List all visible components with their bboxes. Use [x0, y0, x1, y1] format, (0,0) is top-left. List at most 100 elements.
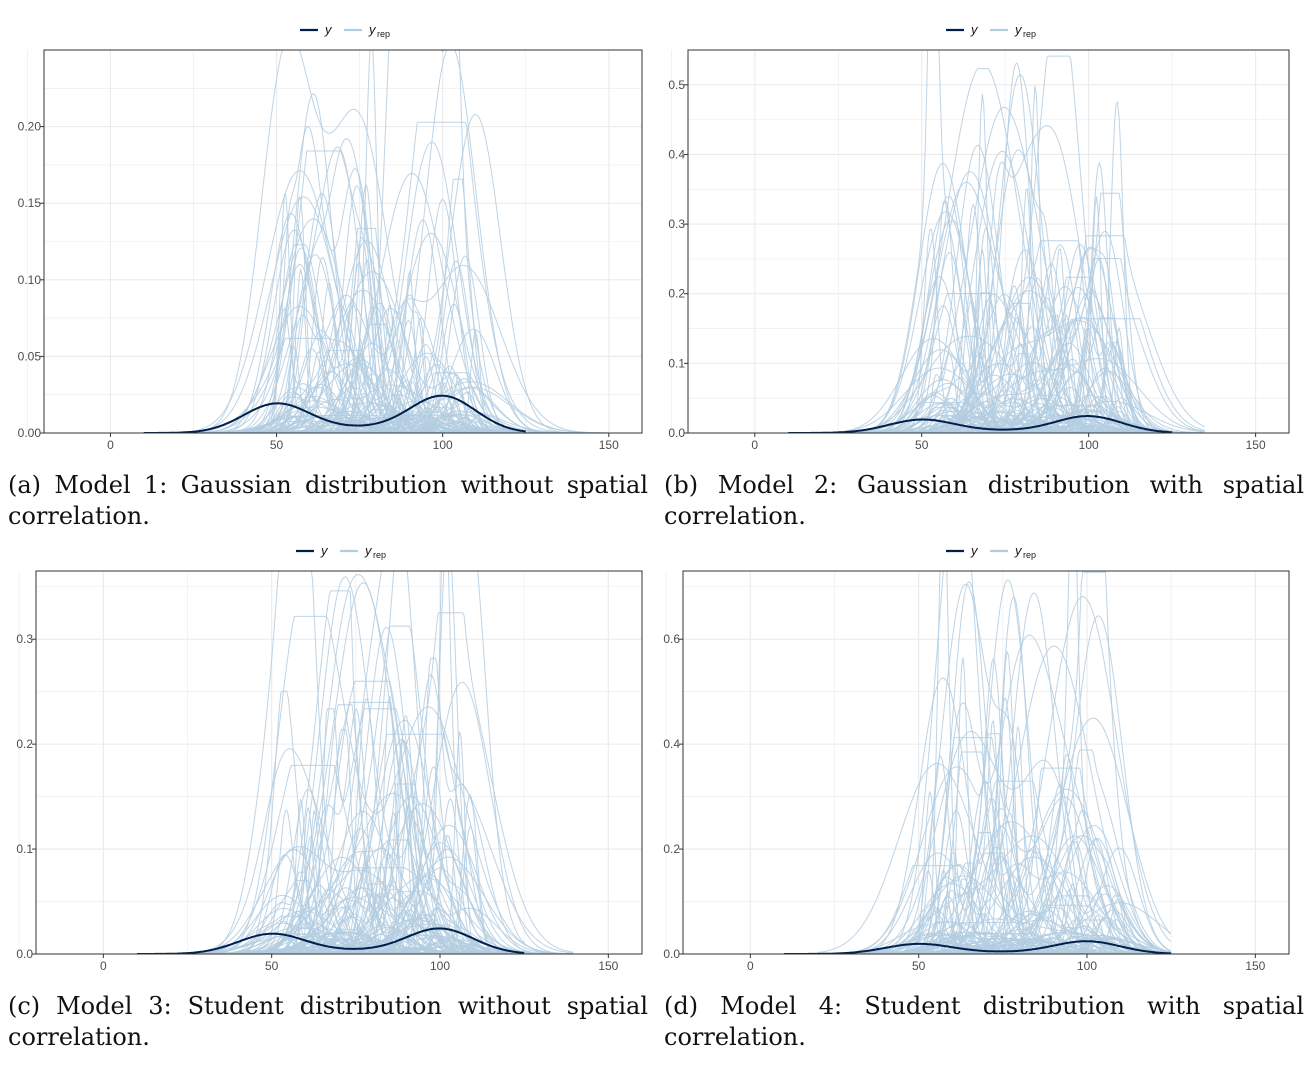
yrep-line	[120, 880, 574, 954]
yrep-line	[817, 755, 1171, 954]
panel-border	[687, 49, 1290, 434]
y-tick-label: 0.6	[663, 632, 680, 646]
yrep-line	[120, 625, 574, 954]
yrep-line	[821, 162, 1205, 433]
minor-grid	[18, 571, 642, 954]
legend-label-yrep: y	[368, 22, 377, 37]
yrep-line	[160, 50, 608, 433]
y-tick-label: 0.1	[16, 842, 33, 856]
yrep-line	[821, 302, 1205, 433]
yrep-line	[817, 847, 1171, 954]
caption-c: (c) Model 3: Student distribution withou…	[8, 992, 648, 1051]
yrep-line	[817, 651, 1171, 954]
x-tick-label: 50	[912, 959, 926, 973]
yrep-line	[120, 904, 574, 954]
yrep-line	[160, 417, 608, 433]
yrep-line	[120, 929, 574, 954]
yrep-line	[120, 582, 574, 954]
yrep-line	[120, 934, 574, 954]
legend-label-yrep-sub: rep	[373, 550, 386, 560]
x-tick-label: 50	[265, 959, 279, 973]
yrep-line	[817, 592, 1171, 954]
yrep-line	[821, 220, 1205, 433]
yrep-line	[821, 144, 1205, 433]
x-tick-label: 150	[599, 438, 619, 452]
yrep-line	[821, 85, 1205, 433]
legend-label-yrep: y	[1014, 543, 1023, 558]
yrep-line	[821, 285, 1205, 433]
yrep-line	[120, 854, 574, 954]
yrep-line	[160, 414, 608, 433]
yrep-line	[821, 68, 1205, 433]
yrep-line	[120, 896, 574, 954]
x-tick-label: 0	[747, 959, 754, 973]
yrep-line	[821, 338, 1205, 433]
yrep-line	[817, 841, 1171, 954]
x-tick-label: 50	[915, 438, 929, 452]
legend: y y rep	[296, 543, 386, 560]
y-tick-label: 0.3	[668, 217, 685, 231]
yrep-line	[821, 211, 1205, 433]
yrep-line	[120, 935, 574, 954]
y-tick-label: 0.05	[18, 349, 42, 363]
yrep-line	[817, 933, 1171, 954]
x-tick-label: 150	[1245, 959, 1265, 973]
legend-label-yrep-sub: rep	[1023, 29, 1036, 39]
legend-label-yrep-sub: rep	[1023, 550, 1036, 560]
legend-label-yrep: y	[1014, 22, 1023, 37]
yrep-line	[160, 185, 608, 433]
x-tick-label: 100	[430, 959, 450, 973]
y-tick-label: 0.0	[16, 947, 33, 961]
yrep-line	[120, 932, 574, 954]
yrep-line	[160, 138, 608, 433]
yrep-line	[120, 715, 574, 954]
y-tick-label: 0.1	[668, 356, 685, 370]
caption-d: (d) Model 4: Student distribution with s…	[664, 992, 1304, 1051]
yrep-line	[160, 240, 608, 433]
x-tick-label: 0	[107, 438, 114, 452]
yrep-line	[821, 150, 1205, 433]
yrep-line	[821, 394, 1205, 433]
yrep-line	[120, 887, 574, 954]
yrep-line	[821, 379, 1205, 433]
x-tick-label: 0	[100, 959, 107, 973]
y-tick-label: 0.2	[663, 842, 680, 856]
yrep-line	[160, 405, 608, 433]
legend-label-yrep: y	[364, 543, 373, 558]
legend: y y rep	[946, 543, 1036, 560]
y-tick-label: 0.2	[16, 737, 33, 751]
y-line	[788, 415, 1173, 433]
yrep-line	[160, 170, 608, 433]
yrep-line	[120, 708, 574, 954]
yrep-line	[817, 579, 1171, 954]
yrep-line	[120, 590, 574, 954]
yrep-line	[120, 916, 574, 954]
yrep-line	[821, 55, 1205, 433]
y-tick-label: 0.10	[18, 273, 42, 287]
y-line	[137, 927, 525, 954]
x-tick-label: 150	[598, 959, 618, 973]
yrep-line	[821, 374, 1205, 433]
yrep-line	[821, 367, 1205, 433]
yrep-line	[160, 125, 608, 433]
density-lines	[120, 571, 574, 954]
yrep-line	[160, 261, 608, 433]
density-lines	[788, 50, 1205, 433]
yrep-line	[120, 704, 574, 954]
yrep-line	[817, 596, 1172, 954]
yrep-line	[821, 228, 1205, 433]
yrep-line	[120, 861, 574, 954]
yrep-line	[120, 920, 574, 954]
yrep-line	[821, 409, 1205, 433]
yrep-line	[817, 883, 1171, 954]
density-lines	[143, 50, 608, 433]
yrep-line	[120, 885, 574, 954]
yrep-line	[817, 852, 1171, 954]
yrep-line	[817, 930, 1171, 954]
yrep-line	[821, 318, 1205, 433]
yrep-line	[817, 936, 1171, 954]
yrep-line	[120, 729, 574, 954]
yrep-line	[120, 928, 574, 954]
